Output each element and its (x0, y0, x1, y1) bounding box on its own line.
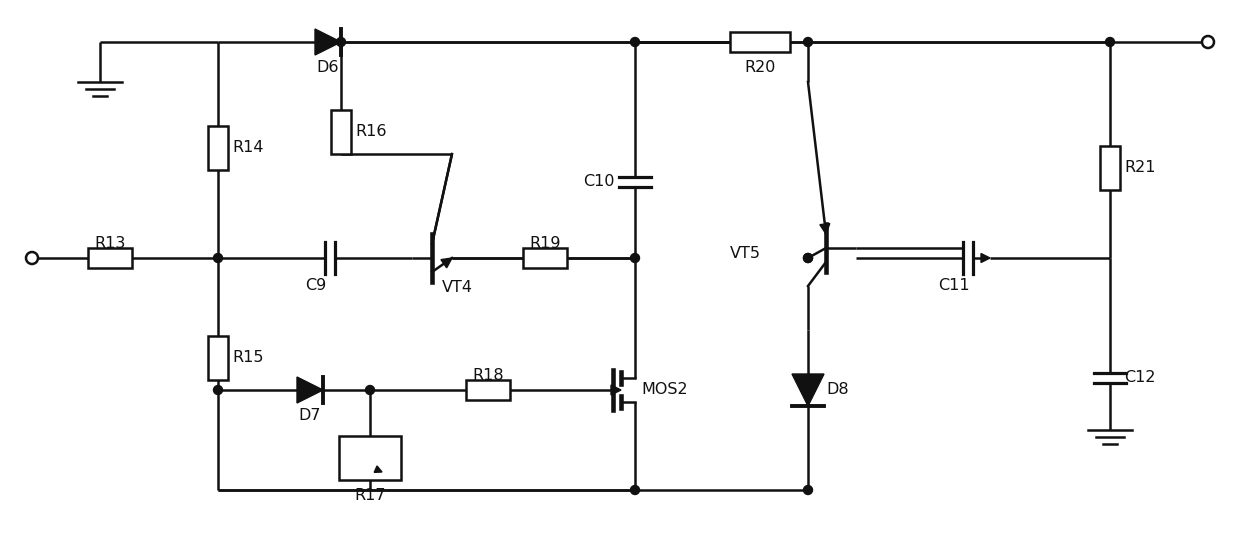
Polygon shape (441, 258, 452, 268)
Text: VT4: VT4 (442, 280, 473, 295)
Bar (88, 248, 133, 268)
Bar (208, 126, 228, 170)
Circle shape (366, 385, 374, 394)
Circle shape (213, 385, 223, 394)
Polygon shape (374, 466, 382, 472)
Polygon shape (297, 377, 323, 403)
Text: R18: R18 (472, 368, 504, 383)
Polygon shape (792, 374, 824, 406)
Circle shape (631, 254, 639, 262)
Polygon shape (611, 385, 621, 395)
Text: C9: C9 (305, 278, 327, 293)
Polygon shape (981, 254, 990, 262)
Text: VT5: VT5 (730, 246, 761, 261)
Text: R21: R21 (1124, 160, 1156, 175)
Text: C10: C10 (584, 174, 615, 190)
Circle shape (213, 254, 223, 262)
Bar (339, 436, 401, 480)
Polygon shape (820, 223, 830, 234)
Text: R20: R20 (745, 60, 776, 75)
Text: D6: D6 (317, 60, 339, 75)
Bar (208, 336, 228, 380)
Text: C12: C12 (1124, 370, 1156, 385)
Text: R16: R16 (356, 125, 387, 140)
Circle shape (804, 486, 813, 495)
Circle shape (631, 37, 639, 46)
Circle shape (804, 254, 813, 262)
Text: MOS2: MOS2 (641, 383, 688, 398)
Circle shape (804, 254, 813, 262)
Circle shape (804, 37, 813, 46)
Circle shape (26, 252, 38, 264)
Circle shape (337, 37, 346, 46)
Text: D8: D8 (826, 383, 849, 398)
Text: C11: C11 (938, 278, 970, 293)
Polygon shape (315, 29, 341, 55)
Bar (331, 110, 351, 154)
Bar (523, 248, 567, 268)
Text: R14: R14 (232, 141, 264, 156)
Text: R17: R17 (354, 488, 385, 503)
Circle shape (1105, 37, 1115, 46)
Text: D7: D7 (299, 408, 321, 423)
Bar (730, 32, 790, 52)
Text: R15: R15 (232, 351, 264, 366)
Bar (466, 380, 510, 400)
Circle shape (1202, 36, 1214, 48)
Bar (1100, 146, 1120, 190)
Text: R19: R19 (529, 236, 561, 251)
Text: R13: R13 (94, 236, 125, 251)
Circle shape (631, 486, 639, 495)
